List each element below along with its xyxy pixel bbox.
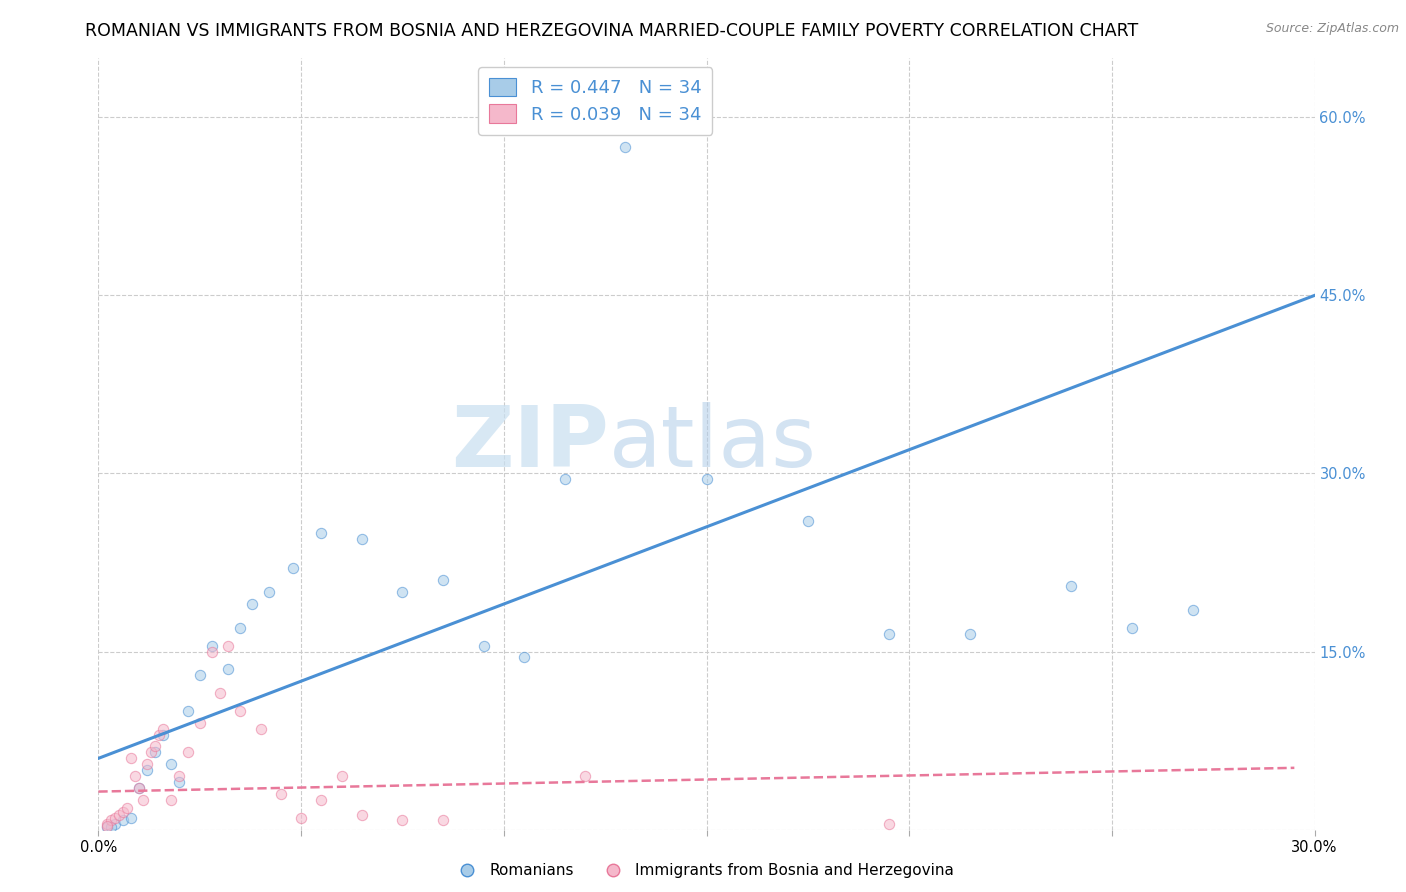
Point — [100, 813, 122, 827]
Point — [472, 639, 495, 653]
Point — [554, 472, 576, 486]
Point — [148, 728, 170, 742]
Point — [201, 639, 224, 653]
Point — [128, 780, 150, 795]
Point — [169, 775, 191, 789]
Point — [229, 704, 252, 718]
Point — [152, 728, 174, 742]
Point — [96, 819, 118, 833]
Point — [115, 801, 138, 815]
Point — [104, 816, 127, 830]
Point — [111, 813, 134, 827]
Point — [432, 574, 454, 588]
Point — [120, 811, 142, 825]
Point — [143, 739, 166, 754]
Point — [136, 757, 159, 772]
Point — [96, 816, 118, 830]
Point — [513, 650, 536, 665]
Point — [242, 597, 264, 611]
Text: Source: ZipAtlas.com: Source: ZipAtlas.com — [1265, 22, 1399, 36]
Point — [1182, 603, 1205, 617]
Point — [270, 787, 292, 801]
Point — [391, 585, 413, 599]
Point — [143, 745, 166, 759]
Point — [877, 626, 900, 640]
Point — [311, 525, 333, 540]
Point — [257, 585, 280, 599]
Point — [229, 621, 252, 635]
Point — [139, 745, 162, 759]
Point — [281, 561, 304, 575]
Point — [160, 757, 183, 772]
Point — [188, 668, 211, 682]
Legend: Romanians, Immigrants from Bosnia and Herzegovina: Romanians, Immigrants from Bosnia and He… — [446, 857, 960, 884]
Point — [176, 704, 198, 718]
Text: ROMANIAN VS IMMIGRANTS FROM BOSNIA AND HERZEGOVINA MARRIED-COUPLE FAMILY POVERTY: ROMANIAN VS IMMIGRANTS FROM BOSNIA AND H… — [84, 22, 1139, 40]
Point — [614, 140, 637, 154]
Point — [96, 820, 118, 834]
Point — [169, 769, 191, 783]
Point — [696, 472, 718, 486]
Point — [152, 722, 174, 736]
Point — [128, 780, 150, 795]
Point — [432, 813, 454, 827]
Point — [160, 793, 183, 807]
Text: ZIP: ZIP — [451, 402, 609, 485]
Point — [209, 686, 232, 700]
Point — [124, 769, 146, 783]
Point — [350, 808, 373, 822]
Point — [217, 662, 239, 676]
Point — [201, 644, 224, 658]
Point — [104, 811, 127, 825]
Point — [959, 626, 981, 640]
Point — [176, 745, 198, 759]
Point — [107, 808, 129, 822]
Point — [136, 763, 159, 777]
Point — [350, 532, 373, 546]
Point — [132, 793, 155, 807]
Point — [1060, 579, 1083, 593]
Point — [311, 793, 333, 807]
Point — [249, 722, 271, 736]
Point — [391, 813, 413, 827]
Point — [330, 769, 353, 783]
Point — [100, 820, 122, 834]
Point — [217, 639, 239, 653]
Point — [797, 514, 820, 528]
Point — [877, 816, 900, 830]
Point — [188, 715, 211, 730]
Point — [120, 751, 142, 765]
Point — [574, 769, 596, 783]
Legend: R = 0.447   N = 34, R = 0.039   N = 34: R = 0.447 N = 34, R = 0.039 N = 34 — [478, 67, 713, 135]
Point — [111, 805, 134, 819]
Text: atlas: atlas — [609, 402, 817, 485]
Point — [290, 811, 312, 825]
Point — [1121, 621, 1143, 635]
